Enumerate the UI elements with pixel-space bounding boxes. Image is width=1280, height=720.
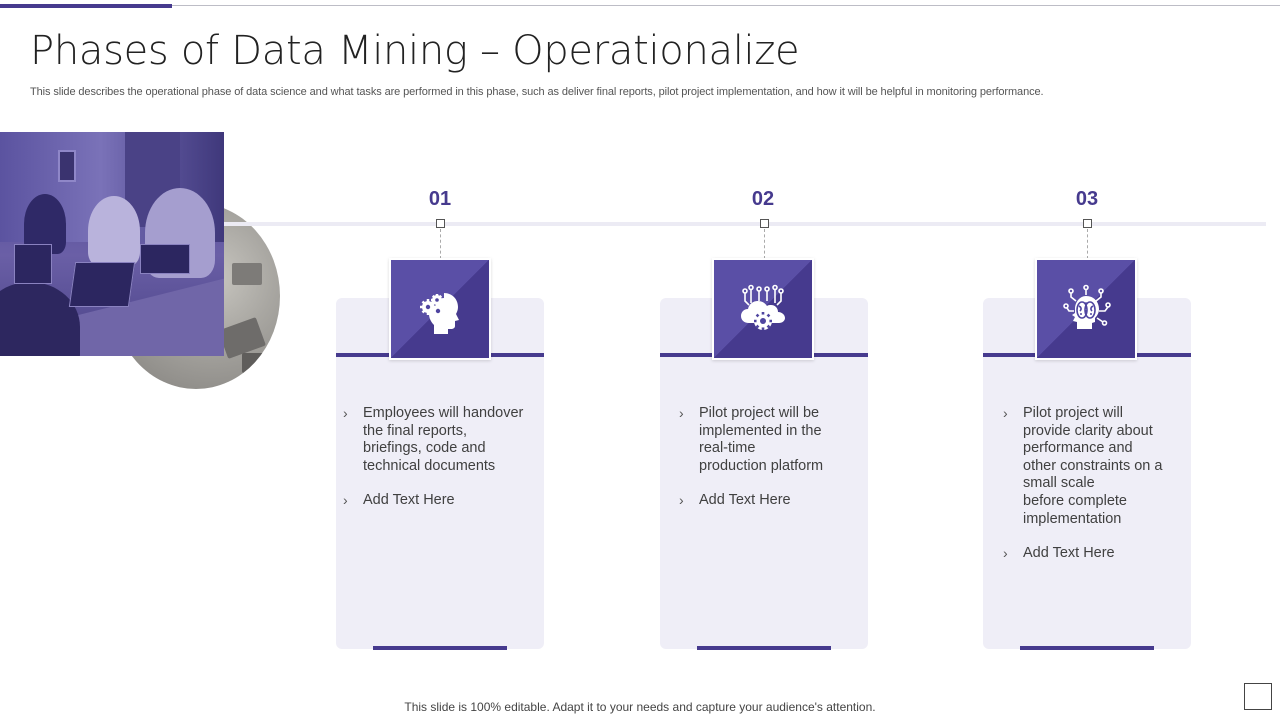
bullet-item: › Employees will handover the final repo… xyxy=(343,405,533,475)
phase-number-3: 03 xyxy=(1075,188,1099,210)
bullet-item: › Pilot project will provide clarity abo… xyxy=(1003,405,1193,528)
bullet-item: › Add Text Here xyxy=(1003,545,1193,563)
slide-subtitle: This slide describes the operational pha… xyxy=(30,86,1044,98)
timeline-node-1 xyxy=(436,219,445,228)
phase-number-1: 01 xyxy=(428,188,452,210)
timeline-node-2 xyxy=(760,219,769,228)
head-brain-circuit-icon xyxy=(1063,284,1111,329)
phase-icon-box-2 xyxy=(712,258,814,360)
connector-1 xyxy=(440,229,441,259)
footer-text: This slide is 100% editable. Adapt it to… xyxy=(404,700,876,714)
slide-title: Phases of Data Mining – Operationalize xyxy=(30,28,800,74)
timeline-line xyxy=(224,222,1266,226)
top-rule xyxy=(0,5,1280,6)
chevron-right-icon: › xyxy=(1003,545,1008,562)
slide-footer: This slide is 100% editable. Adapt it to… xyxy=(0,700,1280,714)
phase-bullets-2: › Pilot project will be implemented in t… xyxy=(679,405,869,527)
bullet-text: Pilot project will be implemented in the… xyxy=(699,405,824,474)
chevron-right-icon: › xyxy=(343,492,348,509)
bullet-text: Add Text Here xyxy=(1023,545,1115,562)
bullet-item: › Pilot project will be implemented in t… xyxy=(679,405,869,475)
connector-3 xyxy=(1087,229,1088,259)
phase-number-2: 02 xyxy=(751,188,775,210)
top-accent-bar xyxy=(0,4,172,8)
card-bottom-bar-2 xyxy=(697,646,831,650)
head-gears-icon xyxy=(420,293,459,334)
connector-2 xyxy=(764,229,765,259)
chevron-right-icon: › xyxy=(1003,405,1008,421)
bullet-item: › Add Text Here xyxy=(679,492,869,510)
chevron-right-icon: › xyxy=(679,492,684,509)
bullet-text: Add Text Here xyxy=(699,492,791,509)
chevron-right-icon: › xyxy=(679,405,684,421)
cloud-gear-circuit-icon xyxy=(741,284,785,330)
card-bottom-bar-3 xyxy=(1020,646,1154,650)
bullet-text: Pilot project will provide clarity about… xyxy=(1023,405,1163,527)
bullet-item: › Add Text Here xyxy=(343,492,533,510)
chevron-right-icon: › xyxy=(343,405,348,421)
bullet-text: Add Text Here xyxy=(363,492,455,509)
phase-icon-box-1 xyxy=(389,258,491,360)
card-bottom-bar-1 xyxy=(373,646,507,650)
meeting-photo xyxy=(0,132,224,356)
phase-bullets-3: › Pilot project will provide clarity abo… xyxy=(1003,405,1193,580)
phase-bullets-1: › Employees will handover the final repo… xyxy=(343,405,533,527)
corner-placeholder-box xyxy=(1244,683,1272,710)
timeline-node-3 xyxy=(1083,219,1092,228)
phase-icon-box-3 xyxy=(1035,258,1137,360)
bullet-text: Employees will handover the final report… xyxy=(363,405,524,474)
